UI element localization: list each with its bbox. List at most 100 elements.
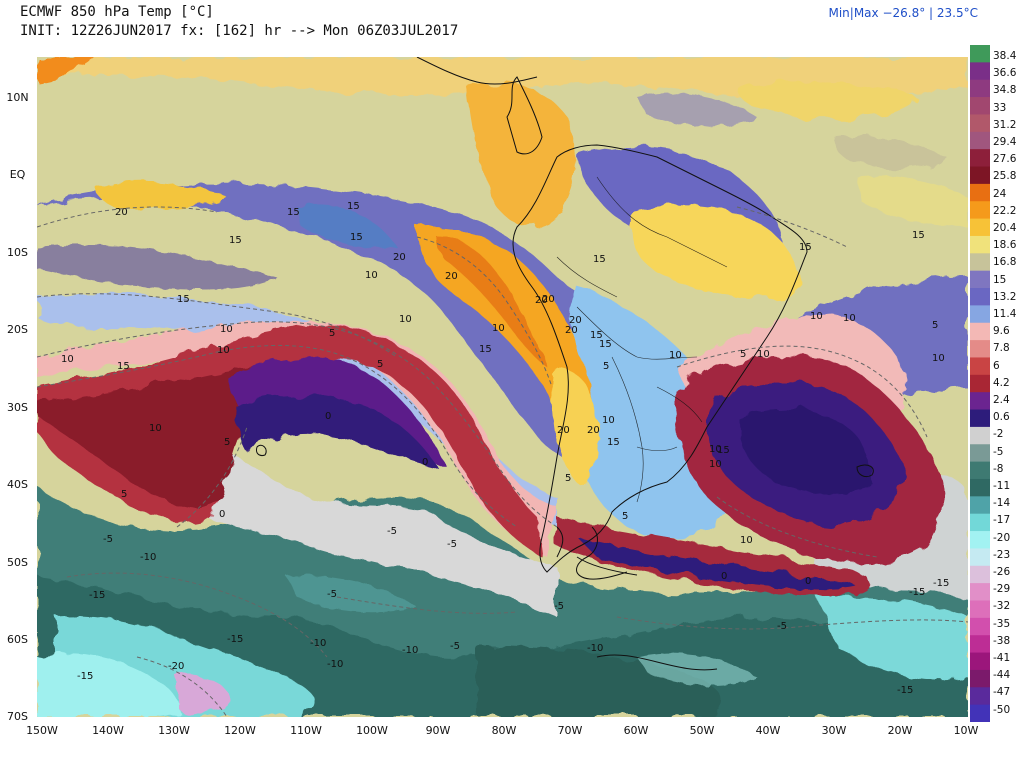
colorbar-swatch	[970, 270, 990, 289]
colorbar-label: 20.4	[993, 222, 1017, 234]
colorbar-label: 33	[993, 101, 1007, 114]
lat-label: 50S	[7, 556, 28, 569]
colorbar-swatch	[970, 392, 990, 411]
lat-label: 30S	[7, 401, 28, 414]
contour-label: 15	[229, 235, 242, 246]
contour-label: 10	[61, 354, 74, 365]
colorbar-label: 27.6	[993, 153, 1017, 166]
colorbar-label: 29.4	[993, 136, 1017, 148]
lon-label: 140W	[92, 724, 124, 737]
colorbar-swatch	[970, 409, 990, 428]
colorbar-swatch	[970, 166, 990, 185]
contour-label: 0	[325, 411, 331, 422]
lat-label: 10N	[6, 91, 29, 104]
contour-label: -5	[327, 589, 337, 600]
contour-label: 15	[350, 232, 363, 243]
contour-label: 20	[535, 295, 548, 306]
colorbar-label: 18.6	[993, 239, 1017, 252]
lat-label: EQ	[9, 168, 26, 181]
contour-label: -15	[933, 578, 949, 589]
colorbar-swatch	[970, 253, 990, 272]
contour-label: 20	[115, 207, 128, 218]
colorbar-label: 0.6	[993, 411, 1010, 424]
colorbar-swatch	[970, 635, 990, 654]
colorbar-label: -20	[993, 531, 1011, 544]
contour-label: -15	[897, 685, 913, 696]
lon-label: 40W	[755, 724, 781, 737]
lon-label: 110W	[290, 724, 322, 737]
contour-label: 15	[607, 437, 620, 448]
colorbar-label: 2.4	[993, 394, 1010, 406]
contour-label: -10	[402, 645, 418, 656]
contour-label: 5	[121, 489, 127, 500]
contour-label: -10	[140, 552, 156, 563]
colorbar-swatch	[970, 704, 990, 722]
colorbar-swatch	[970, 426, 990, 445]
lon-label: 120W	[224, 724, 256, 737]
colorbar-swatch	[970, 201, 990, 220]
contour-label: 15	[599, 339, 612, 350]
contour-label: -10	[310, 638, 326, 649]
contour-label: 15	[912, 230, 925, 241]
colorbar-swatch	[970, 548, 990, 567]
colorbar-label: 11.4	[993, 308, 1017, 320]
colorbar-swatch	[970, 617, 990, 636]
contour-label: 5	[603, 361, 609, 372]
colorbar-swatch	[970, 322, 990, 341]
colorbar-swatch	[970, 687, 990, 706]
contour-label: 5	[622, 511, 628, 522]
map-title: ECMWF 850 hPa Temp [°C]	[20, 4, 214, 20]
colorbar-label: 16.8	[993, 256, 1017, 269]
colorbar-swatch	[970, 583, 990, 601]
colorbar-swatch	[970, 305, 990, 324]
colorbar-label: -2	[993, 428, 1004, 441]
lon-label: 10W	[953, 724, 979, 737]
contour-label: 15	[593, 254, 606, 265]
lon-label: 50W	[689, 724, 715, 737]
contour-label: -5	[777, 621, 787, 632]
contour-label: 10	[365, 270, 378, 281]
temperature-map: 20 15 15 15 15 20 20 20 20 15 15 15 10 10 10 10 15 15 15 10…	[37, 57, 968, 717]
lon-label: 70W	[557, 724, 583, 737]
lon-label: 30W	[821, 724, 847, 737]
colorbar-swatch	[970, 444, 990, 463]
colorbar-label: 24	[993, 187, 1007, 200]
colorbar-swatch	[970, 131, 990, 150]
contour-label: 5	[740, 349, 746, 360]
init-forecast-line: INIT: 12Z26JUN2017 fx: [162] hr --> Mon …	[20, 23, 459, 39]
colorbar-label: -50	[993, 703, 1011, 716]
contour-label: 10	[669, 350, 682, 361]
contour-label: 10	[810, 311, 823, 322]
contour-label: 0	[805, 576, 811, 587]
colorbar-label: 36.6	[993, 67, 1017, 80]
colorbar-label: 38.4	[993, 50, 1017, 62]
contour-label: 10	[399, 314, 412, 325]
colorbar-swatch	[970, 45, 990, 63]
colorbar-label: 31.2	[993, 118, 1017, 131]
contour-label: 20	[587, 425, 600, 436]
colorbar-label: -14	[993, 497, 1011, 510]
colorbar-swatch	[970, 461, 990, 480]
contour-label: 10	[932, 353, 945, 364]
colorbar-label: 7.8	[993, 342, 1010, 355]
colorbar-swatch	[970, 531, 990, 549]
colorbar-swatch	[970, 114, 990, 133]
colorbar-swatch	[970, 600, 990, 619]
colorbar-label: -23	[993, 548, 1011, 561]
colorbar-label: -26	[993, 566, 1011, 578]
contour-label: 15	[347, 201, 360, 212]
contour-label: 0	[422, 457, 428, 468]
contour-label: 15	[117, 361, 130, 372]
contour-label: 10	[149, 423, 162, 434]
colorbar-swatch	[970, 79, 990, 98]
contour-label: 5	[377, 359, 383, 370]
colorbar-label: -47	[993, 686, 1011, 699]
colorbar-swatch	[970, 374, 990, 393]
contour-label: 10	[220, 324, 233, 335]
colorbar-label: -5	[993, 445, 1004, 458]
colorbar-label: -38	[993, 634, 1011, 647]
contour-label: -5	[103, 534, 113, 545]
colorbar-label: -8	[993, 462, 1004, 475]
contour-label: -15	[909, 587, 925, 598]
colorbar-label: 13.2	[993, 290, 1017, 303]
